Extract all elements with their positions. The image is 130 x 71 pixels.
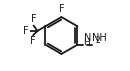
Text: F: F [59,4,64,14]
Text: 2: 2 [95,36,100,45]
Text: F: F [24,26,29,36]
Text: NH: NH [92,33,107,43]
Text: F: F [30,36,36,46]
Text: H: H [84,38,90,47]
Text: N: N [84,33,91,43]
Text: F: F [31,14,37,24]
